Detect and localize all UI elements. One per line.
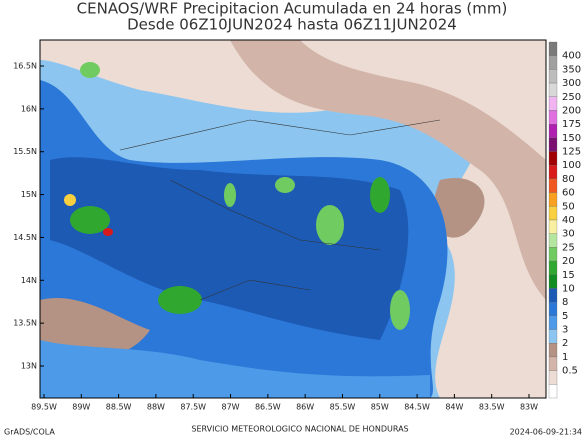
lon-label: 84W [445, 403, 463, 412]
lon-label: 87.5W [180, 403, 206, 412]
colorbar-label: 30 [562, 229, 575, 240]
lat-label: 16N [21, 104, 37, 113]
colorbar-swatch [548, 41, 558, 56]
colorbar-swatch [548, 124, 558, 138]
colorbar-label: 1 [562, 352, 568, 363]
colorbar-label: 10 [562, 283, 575, 294]
lon-label: 85W [371, 403, 389, 412]
colorbar-swatch [548, 302, 558, 316]
colorbar-label: 50 [562, 201, 575, 212]
colorbar-swatch [548, 233, 558, 248]
lon-label: 84.5W [404, 403, 430, 412]
colorbar-swatch [548, 69, 558, 84]
colorbar-label: 200 [562, 105, 581, 116]
colorbar-label: 40 [562, 215, 575, 226]
lon-label: 87W [221, 403, 239, 412]
colorbar-swatch [548, 55, 558, 70]
lon-label: 89.5W [31, 403, 57, 412]
colorbar-swatch [548, 247, 558, 262]
colorbar-swatch [548, 82, 558, 97]
colorbar-label: 125 [562, 147, 581, 158]
lon-label: 88.5W [106, 403, 132, 412]
colorbar-label: 2 [562, 338, 568, 349]
colorbar-label: 350 [562, 64, 581, 75]
colorbar-swatch [548, 384, 558, 399]
colorbar-label: 3 [562, 325, 568, 336]
colorbar-swatch [548, 260, 558, 275]
lon-label: 83.5W [479, 403, 505, 412]
footer-right: 2024-06-09-21:34 [510, 428, 582, 437]
colorbar-swatch [548, 274, 558, 289]
colorbar-label: 25 [562, 242, 575, 253]
lon-label: 83W [520, 403, 538, 412]
colorbar-swatch [548, 288, 558, 303]
title: CENAOS/WRF Precipitacion Acumulada en 24… [77, 0, 508, 18]
lat-label: 13.5N [13, 319, 37, 328]
colorbar-swatch [548, 165, 558, 180]
colorbar-swatch [548, 219, 558, 234]
lat-label: 14N [21, 276, 37, 285]
colorbar-swatch [548, 370, 558, 385]
colorbar-swatch [548, 206, 558, 221]
colorbar-label: 400 [562, 51, 581, 62]
colorbar-swatch [548, 343, 558, 358]
colorbar-swatch [548, 137, 558, 152]
colorbar-label: 15 [562, 270, 575, 281]
colorbar-label: 175 [562, 119, 581, 130]
lat-label: 13N [21, 362, 37, 371]
colorbar-label: 80 [562, 174, 575, 185]
colorbar-label: 150 [562, 133, 581, 144]
lat-label: 15N [21, 190, 37, 199]
colorbar-label: 100 [562, 160, 581, 171]
colorbar-swatch [548, 315, 558, 330]
precipitation-field [39, 39, 547, 399]
colorbar-label: 0.5 [562, 366, 578, 377]
lon-label: 89W [72, 403, 90, 412]
colorbar-label: 300 [562, 78, 581, 89]
colorbar-swatch [548, 356, 558, 371]
footer-center: SERVICIO METEOROLOGICO NACIONAL DE HONDU… [191, 425, 408, 434]
colorbar-label: 5 [562, 311, 568, 322]
colorbar-swatch [548, 329, 558, 344]
subtitle: Desde 06Z10JUN2024 hasta 06Z11JUN2024 [127, 16, 457, 34]
colorbar-swatch [548, 110, 558, 125]
colorbar-swatch [548, 192, 558, 207]
colorbar-swatch [548, 151, 558, 166]
colorbar-swatch [548, 178, 558, 193]
lat-label: 15.5N [13, 147, 37, 156]
lat-label: 16.5N [13, 62, 37, 71]
colorbar-label: 250 [562, 92, 581, 103]
lon-label: 85.5W [330, 403, 356, 412]
colorbar-label: 60 [562, 188, 575, 199]
colorbar-label: 8 [562, 297, 568, 308]
lon-label: 88W [147, 403, 165, 412]
footer-left: GrADS/COLA [4, 428, 55, 437]
lon-label: 86W [296, 403, 314, 412]
lat-label: 14.5N [13, 233, 37, 242]
lon-label: 86.5W [255, 403, 281, 412]
colorbar-swatch [548, 96, 558, 111]
colorbar-label: 20 [562, 256, 575, 267]
